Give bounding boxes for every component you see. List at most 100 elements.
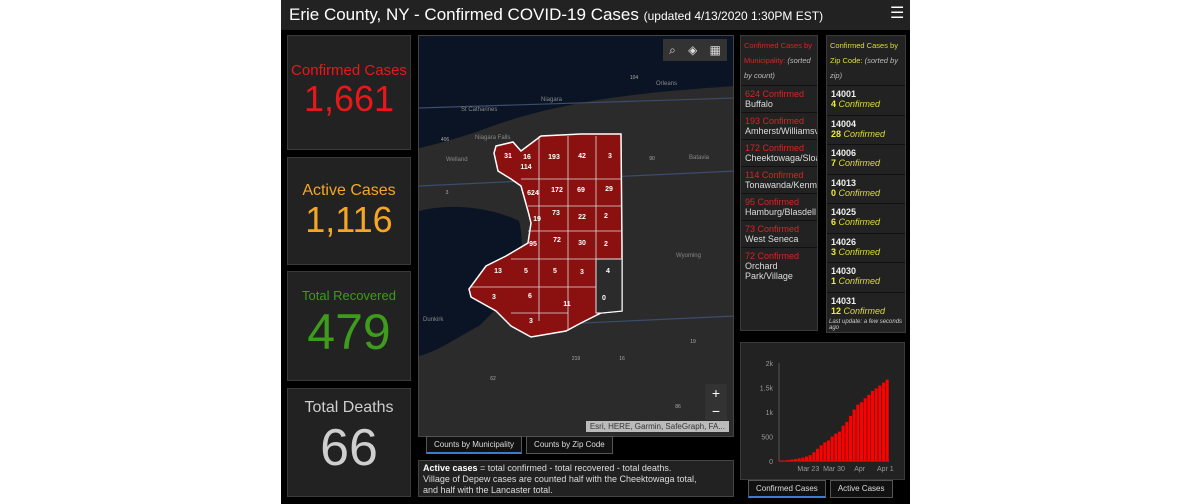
chart-tabs: Confirmed Cases Active Cases bbox=[748, 480, 893, 498]
confirmed-value: 1,661 bbox=[303, 78, 395, 119]
bar bbox=[856, 404, 860, 461]
tab-zip-code[interactable]: Counts by Zip Code bbox=[526, 436, 613, 454]
zip-item[interactable]: 14006 7 Confirmed bbox=[827, 144, 905, 174]
region-count-label: 29 bbox=[605, 186, 613, 193]
map-canvas[interactable]: St Catharines Niagara Falls Welland Niagara… bbox=[419, 36, 734, 437]
municipality-name: Orchard Park/Village bbox=[745, 261, 793, 281]
zip-code: 14030 bbox=[831, 266, 857, 276]
zip-item[interactable]: 14030 1 Confirmed bbox=[827, 262, 905, 292]
bar bbox=[867, 394, 871, 461]
region-count-label: 2 bbox=[604, 241, 608, 248]
municipality-item[interactable]: 624 Confirmed Buffalo bbox=[741, 85, 817, 112]
bar bbox=[823, 442, 827, 461]
search-icon[interactable]: ⌕ bbox=[669, 42, 676, 57]
highway-label: 406 bbox=[441, 137, 450, 143]
zip-item[interactable]: 14026 3 Confirmed bbox=[827, 232, 905, 263]
region-count-label: 3 bbox=[608, 153, 612, 160]
erie-county-region[interactable] bbox=[468, 133, 623, 338]
zoom-in-button[interactable]: + bbox=[711, 385, 721, 401]
last-update: Last update: a few seconds ago bbox=[827, 318, 905, 332]
municipality-item[interactable]: 172 Confirmed Cheektowaga/Sloan bbox=[741, 139, 817, 166]
bar bbox=[804, 456, 809, 461]
map-toolbar: ⌕ ◈ ▦ bbox=[663, 39, 727, 61]
municipality-count: 193 Confirmed bbox=[745, 116, 805, 126]
note-text: = total confirmed - total recovered - to… bbox=[477, 463, 672, 473]
recovered-label: Total Recovered bbox=[302, 288, 396, 303]
region-count-label: 3 bbox=[529, 318, 533, 325]
lake-ontario bbox=[419, 36, 733, 148]
bar bbox=[841, 425, 845, 461]
zip-count: 3 bbox=[831, 246, 837, 257]
bar bbox=[819, 445, 823, 461]
municipality-list[interactable]: Confirmed Cases by Municipality: (sorted… bbox=[740, 35, 818, 331]
zoom-out-button[interactable]: − bbox=[711, 403, 721, 419]
updated-time: (updated 4/13/2020 1:30PM EST) bbox=[643, 9, 824, 23]
municipality-count: 95 Confirmed bbox=[745, 197, 800, 207]
bar bbox=[848, 415, 853, 461]
zip-item[interactable]: 14001 4 Confirmed bbox=[827, 85, 905, 115]
x-tick-label: Apr 1 bbox=[877, 466, 894, 473]
bar bbox=[797, 458, 801, 461]
zip-item[interactable]: 14031 12 Confirmed bbox=[827, 291, 905, 322]
zip-count: 0 bbox=[831, 187, 837, 198]
zip-list[interactable]: Confirmed Cases by Zip Code: (sorted by … bbox=[826, 35, 906, 333]
region-count-label: 0 bbox=[602, 295, 606, 302]
region-count-label: 3 bbox=[580, 269, 584, 276]
municipality-count: 172 Confirmed bbox=[745, 143, 805, 153]
recovered-value: 479 bbox=[307, 304, 391, 360]
deaths-value: 66 bbox=[320, 419, 378, 477]
zip-count: 6 bbox=[831, 217, 837, 227]
page-title: Erie County, NY - Confirmed COVID-19 Cas… bbox=[289, 5, 639, 24]
municipality-item[interactable]: 72 Confirmed Orchard Park/Village bbox=[741, 247, 817, 284]
qr-icon[interactable]: ▦ bbox=[709, 43, 721, 57]
place-label: Niagara bbox=[541, 97, 563, 103]
layers-icon[interactable]: ◈ bbox=[688, 43, 698, 57]
municipality-item[interactable]: 73 Confirmed West Seneca bbox=[741, 220, 817, 247]
region-count-label: 3 bbox=[492, 294, 496, 301]
x-tick-label: Apr bbox=[854, 466, 866, 473]
bar bbox=[874, 388, 878, 461]
highway-label: 16 bbox=[619, 356, 625, 362]
bar bbox=[878, 385, 882, 461]
lake-erie bbox=[419, 206, 529, 336]
zip-confirmed-word: Confirmed bbox=[843, 128, 886, 139]
region-count-label: 95 bbox=[529, 241, 537, 248]
place-label: Welland bbox=[446, 157, 468, 163]
map[interactable]: St Catharines Niagara Falls Welland Niagara… bbox=[418, 35, 734, 437]
bar bbox=[826, 440, 831, 461]
region-count-label: 30 bbox=[578, 240, 586, 247]
region-count-label: 624 bbox=[527, 190, 539, 197]
hamburger-icon[interactable]: ☰ bbox=[890, 5, 905, 22]
bar bbox=[885, 379, 889, 461]
active-value: 1,116 bbox=[305, 199, 393, 240]
tab-active-cases[interactable]: Active Cases bbox=[829, 480, 893, 498]
place-label: St Catharines bbox=[461, 107, 497, 113]
zip-item[interactable]: 14025 6 Confirmed bbox=[827, 203, 905, 233]
region-count-label: 5 bbox=[524, 268, 528, 275]
confirmed-card: Confirmed Cases 1,661 bbox=[287, 35, 411, 150]
zip-item[interactable]: 14013 0 Confirmed bbox=[827, 173, 905, 204]
place-label: Dunkirk bbox=[423, 317, 444, 323]
map-attribution: Esri, HERE, Garmin, SafeGraph, FA... bbox=[585, 421, 729, 432]
region-count-label: 73 bbox=[552, 210, 560, 217]
region-count-label: 19 bbox=[533, 216, 541, 223]
zip-title: Confirmed Cases by Zip Code: bbox=[830, 41, 898, 65]
zip-confirmed-word: Confirmed bbox=[838, 217, 881, 227]
municipality-name: Tonawanda/Kenmore bbox=[745, 180, 818, 190]
region-count-label: 22 bbox=[578, 214, 586, 221]
region-count-label: 4 bbox=[606, 268, 610, 275]
municipality-item[interactable]: 95 Confirmed Hamburg/Blasdell bbox=[741, 193, 817, 220]
tab-confirmed-cases[interactable]: Confirmed Cases bbox=[748, 480, 826, 498]
zip-code: 14001 bbox=[831, 89, 857, 99]
region-count-label: 2 bbox=[604, 213, 608, 220]
region-count-label: 16 bbox=[523, 154, 531, 161]
zip-item[interactable]: 14004 28 Confirmed bbox=[827, 114, 905, 145]
zip-code: 14004 bbox=[831, 118, 857, 129]
bar bbox=[793, 459, 798, 461]
bar bbox=[852, 409, 856, 461]
highway-label: 3 bbox=[446, 190, 449, 196]
zip-confirmed-word: Confirmed bbox=[838, 246, 881, 257]
tab-municipality[interactable]: Counts by Municipality bbox=[426, 436, 523, 454]
